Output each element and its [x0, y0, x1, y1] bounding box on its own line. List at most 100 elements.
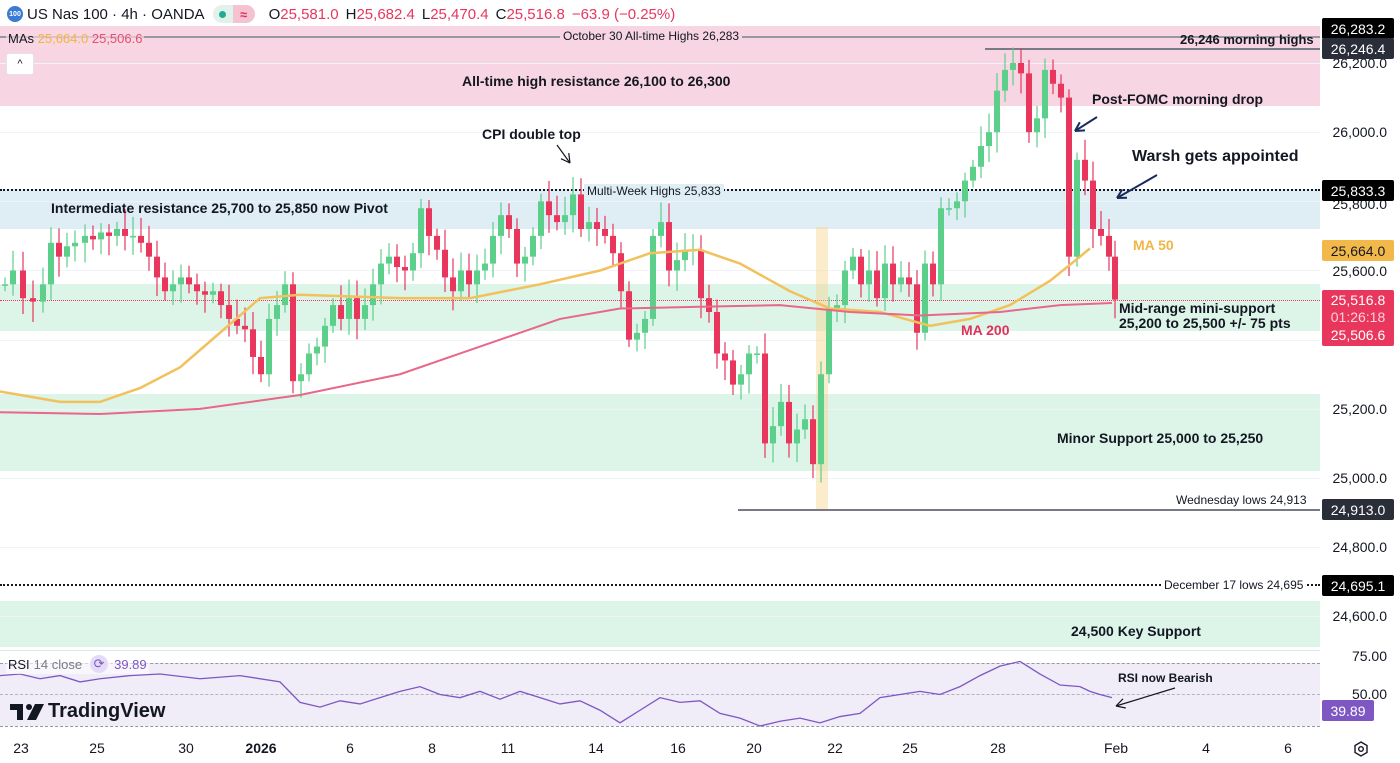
date-label: 8 [428, 740, 436, 756]
price-chart-canvas[interactable] [0, 0, 1320, 763]
rsi-tick: 50.00 [1351, 686, 1387, 702]
price-tick: 25,000.0 [1332, 470, 1388, 486]
high-label: H [345, 5, 357, 23]
high-value: 25,682.4 [356, 5, 415, 23]
ath-resistance-label: All-time high resistance 26,100 to 26,30… [462, 73, 731, 89]
rsi-legend[interactable]: RSI 14 close ⟳ 39.89 [6, 654, 149, 674]
chevron-up-icon: ^ [17, 58, 23, 70]
gridline [0, 132, 1320, 133]
gridline [0, 340, 1320, 341]
collapse-legend-button[interactable]: ^ [6, 53, 34, 75]
december-lows-label: December 17 lows 24,695 [1161, 578, 1307, 592]
multi-week-price-tag: 25,833.3 [1322, 180, 1394, 201]
date-label: 14 [588, 740, 604, 756]
ma-legend-label: MAs [8, 31, 34, 46]
gridline [0, 616, 1320, 617]
morning-highs-line[interactable] [985, 48, 1320, 50]
rsi-label: RSI [8, 656, 30, 672]
ma200-label: MA 200 [961, 322, 1010, 338]
ma50-label: MA 50 [1133, 237, 1174, 253]
price-tick: 25,600.0 [1332, 263, 1388, 279]
post-fomc-label: Post-FOMC morning drop [1092, 91, 1264, 107]
price-tick: 25,200.0 [1332, 401, 1388, 417]
morning-high-price-tag: 26,246.4 [1322, 38, 1394, 59]
bar-countdown: 01:26:18 [1330, 308, 1386, 325]
warsh-label: Warsh gets appointed [1132, 148, 1299, 165]
gridline [0, 478, 1320, 479]
rsi-mid-line [0, 694, 1320, 695]
rsi-value-tag: 39.89 [1322, 700, 1374, 721]
chart-settings-icon[interactable] [1353, 741, 1369, 757]
tradingview-logo[interactable]: TradingView [10, 700, 165, 723]
wednesday-low-price-tag: 24,913.0 [1322, 499, 1394, 520]
date-label: 2026 [245, 740, 277, 756]
october-highs-label: October 30 All-time Highs 26,283 [560, 29, 743, 43]
tradingview-logo-text: TradingView [48, 700, 166, 722]
morning-highs-label: 26,246 morning highs [1180, 32, 1314, 47]
wednesday-lows-label: Wednesday lows 24,913 [1176, 493, 1307, 507]
key-support-zone [0, 601, 1320, 647]
date-label: 4 [1202, 740, 1210, 756]
december-lows-line[interactable] [0, 584, 1320, 586]
symbol-title[interactable]: US Nas 100 · 4h · OANDA [27, 5, 205, 23]
key-support-label: 24,500 Key Support [1071, 623, 1201, 639]
rsi-tick: 75.00 [1351, 648, 1387, 664]
gridline [0, 270, 1320, 271]
tradingview-logo-icon [10, 703, 44, 720]
date-label: Feb [1103, 740, 1129, 756]
refresh-icon[interactable]: ⟳ [90, 655, 109, 673]
close-value: 25,516.8 [506, 5, 565, 23]
price-tick: 26,200.0 [1332, 55, 1388, 71]
ma-legend[interactable]: MAs 25,664.0 25,506.6 [6, 30, 145, 47]
low-label: L [421, 5, 431, 23]
date-label: 28 [990, 740, 1006, 756]
date-label: 6 [1284, 740, 1292, 756]
cpi-double-top-label: CPI double top [482, 126, 581, 142]
date-label: 25 [902, 740, 918, 756]
intermediate-resistance-label: Intermediate resistance 25,700 to 25,850… [51, 200, 388, 216]
date-label: 25 [89, 740, 105, 756]
symbol-logo-icon: 100 [7, 6, 23, 22]
date-label: 16 [670, 740, 686, 756]
symbol-header: 100 US Nas 100 · 4h · OANDA ≈ O 25,581.0 … [0, 0, 1320, 28]
ma200-price-value: 25,506.6 [1330, 326, 1386, 343]
ath-price-tag: 26,283.2 [1322, 18, 1394, 39]
gridline [0, 409, 1320, 410]
minor-support-label: Minor Support 25,000 to 25,250 [1057, 430, 1264, 446]
date-label: 11 [500, 740, 516, 756]
rsi-legend-value: 39.89 [114, 656, 147, 672]
date-label: 6 [346, 740, 354, 756]
low-value: 25,470.4 [430, 5, 489, 23]
last-price-line [0, 300, 1320, 301]
open-label: O [268, 5, 281, 23]
ma200-legend-value: 25,506.6 [91, 31, 143, 46]
pane-divider [0, 650, 1320, 651]
rsi-upper-line [0, 663, 1320, 664]
date-label: 30 [178, 740, 194, 756]
multi-week-highs-label: Multi-Week Highs 25,833 [584, 184, 724, 198]
rsi-params: 14 close [33, 656, 83, 672]
gridline [0, 63, 1320, 64]
date-label: 22 [827, 740, 843, 756]
gridline [0, 547, 1320, 548]
ma50-price-tag: 25,664.0 [1322, 240, 1394, 261]
close-label: C [495, 5, 507, 23]
ma50-legend-value: 25,664.0 [37, 31, 89, 46]
date-label: 20 [746, 740, 762, 756]
market-status[interactable]: ≈ [212, 5, 255, 23]
mid-range-label-2: 25,200 to 25,500 +/- 75 pts [1119, 315, 1291, 331]
price-tick: 26,000.0 [1332, 124, 1388, 140]
last-price-value: 25,516.8 [1330, 291, 1386, 308]
last-price-tag: 25,516.8 01:26:18 25,506.6 [1322, 290, 1394, 346]
open-value: 25,581.0 [280, 5, 339, 23]
price-tick: 24,800.0 [1332, 539, 1388, 555]
gridline [0, 201, 1320, 202]
date-label: 23 [13, 740, 29, 756]
wednesday-lows-line[interactable] [738, 509, 1320, 511]
market-open-dot-icon [219, 10, 227, 18]
price-tick: 24,600.0 [1332, 608, 1388, 624]
change-value: −63.9 (−0.25%) [571, 5, 676, 23]
mid-range-label-1: Mid-range mini-support [1119, 300, 1276, 316]
rsi-lower-line [0, 726, 1320, 727]
rsi-bearish-label: RSI now Bearish [1118, 671, 1213, 685]
